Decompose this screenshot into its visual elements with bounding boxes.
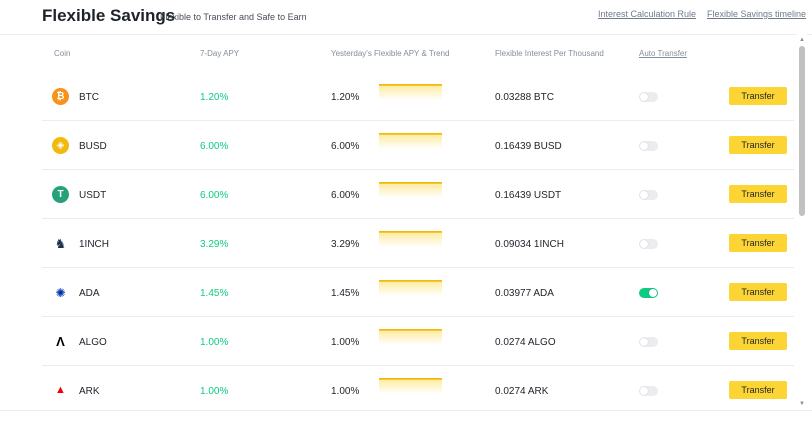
table-row: ◈ BUSD 6.00% 6.00% 0.16439 BUSD Transfer (42, 121, 794, 170)
page-title: Flexible Savings (42, 6, 176, 25)
seven-day-apy: 6.00% (200, 190, 229, 201)
ada-icon: ✺ (52, 284, 69, 301)
algo-icon: Λ (52, 333, 69, 350)
column-header-interest: Flexible Interest Per Thousand (495, 49, 604, 58)
seven-day-apy: 1.45% (200, 288, 229, 299)
auto-transfer-toggle[interactable] (639, 239, 658, 249)
toggle-knob (640, 93, 648, 101)
transfer-button[interactable]: Transfer (729, 381, 787, 399)
auto-transfer-toggle[interactable] (639, 190, 658, 200)
btc-icon: ₿ (52, 88, 69, 105)
interest-per-thousand: 0.09034 1INCH (495, 239, 564, 250)
apy-trend-sparkline (379, 378, 442, 394)
toggle-knob (640, 387, 648, 395)
column-header-coin: Coin (54, 49, 71, 58)
coin-name: USDT (79, 190, 107, 201)
coin-name: BTC (79, 92, 99, 103)
scroll-up-arrow-icon[interactable]: ▲ (799, 37, 805, 43)
interest-per-thousand: 0.03977 ADA (495, 288, 554, 299)
interest-per-thousand: 0.16439 USDT (495, 190, 562, 201)
toggle-knob (640, 338, 648, 346)
auto-transfer-toggle[interactable] (639, 386, 658, 396)
table-row: Λ ALGO 1.00% 1.00% 0.0274 ALGO Transfer (42, 317, 794, 366)
coin-name: ALGO (79, 337, 107, 348)
seven-day-apy: 1.00% (200, 337, 229, 348)
scrollbar-thumb[interactable] (799, 46, 805, 216)
usdt-icon: T (52, 186, 69, 203)
interest-per-thousand: 0.16439 BUSD (495, 141, 562, 152)
column-header-7day-apy: 7-Day APY (200, 49, 240, 58)
seven-day-apy: 1.20% (200, 92, 229, 103)
savings-table: Coin 7-Day APY Yesterday's Flexible APY … (0, 34, 812, 410)
1inch-icon: ♞ (52, 235, 69, 252)
yesterday-apy: 6.00% (331, 141, 360, 152)
column-header-yesterday-apy: Yesterday's Flexible APY & Trend (331, 49, 450, 58)
interest-per-thousand: 0.03288 BTC (495, 92, 554, 103)
transfer-button[interactable]: Transfer (729, 185, 787, 203)
ark-icon: ▲ (52, 382, 69, 399)
coin-name: BUSD (79, 141, 107, 152)
seven-day-apy: 1.00% (200, 386, 229, 397)
scroll-down-arrow-icon[interactable]: ▼ (799, 401, 805, 407)
interest-calculation-rule-link[interactable]: Interest Calculation Rule (598, 9, 697, 19)
auto-transfer-toggle[interactable] (639, 337, 658, 347)
page-subtitle: Flexible to Transfer and Safe to Earn (160, 12, 307, 22)
flexible-savings-timeline-link[interactable]: Flexible Savings timeline (707, 9, 807, 19)
coin-name: ADA (79, 288, 100, 299)
yesterday-apy: 6.00% (331, 190, 360, 201)
yesterday-apy: 1.00% (331, 386, 360, 397)
seven-day-apy: 6.00% (200, 141, 229, 152)
table-header: Coin 7-Day APY Yesterday's Flexible APY … (42, 35, 794, 72)
interest-per-thousand: 0.0274 ALGO (495, 337, 556, 348)
coin-name: 1INCH (79, 239, 110, 250)
table-row: ▲ ARK 1.00% 1.00% 0.0274 ARK Transfer (42, 366, 794, 410)
transfer-button[interactable]: Transfer (729, 136, 787, 154)
toggle-knob (640, 191, 648, 199)
yesterday-apy: 1.00% (331, 337, 360, 348)
apy-trend-sparkline (379, 280, 442, 296)
auto-transfer-toggle[interactable] (639, 92, 658, 102)
table-row: ₿ BTC 1.20% 1.20% 0.03288 BTC Transfer (42, 72, 794, 121)
coin-name: ARK (79, 386, 100, 397)
toggle-knob (649, 289, 657, 297)
column-header-auto-transfer[interactable]: Auto Transfer (639, 49, 688, 58)
toggle-knob (640, 240, 648, 248)
auto-transfer-toggle[interactable] (639, 141, 658, 151)
yesterday-apy: 1.45% (331, 288, 360, 299)
transfer-button[interactable]: Transfer (729, 332, 787, 350)
apy-trend-sparkline (379, 182, 442, 198)
transfer-button[interactable]: Transfer (729, 283, 787, 301)
apy-trend-sparkline (379, 133, 442, 149)
toggle-knob (640, 142, 648, 150)
page-header: Flexible Savings Flexible to Transfer an… (0, 0, 812, 34)
table-row: ✺ ADA 1.45% 1.45% 0.03977 ADA Transfer (42, 268, 794, 317)
transfer-button[interactable]: Transfer (729, 87, 787, 105)
table-row: T USDT 6.00% 6.00% 0.16439 USDT Transfer (42, 170, 794, 219)
apy-trend-sparkline (379, 231, 442, 247)
seven-day-apy: 3.29% (200, 239, 229, 250)
busd-icon: ◈ (52, 137, 69, 154)
transfer-button[interactable]: Transfer (729, 234, 787, 252)
auto-transfer-toggle[interactable] (639, 288, 658, 298)
interest-per-thousand: 0.0274 ARK (495, 386, 549, 397)
table-row: ♞ 1INCH 3.29% 3.29% 0.09034 1INCH Transf… (42, 219, 794, 268)
yesterday-apy: 1.20% (331, 92, 360, 103)
apy-trend-sparkline (379, 329, 442, 345)
vertical-scrollbar[interactable]: ▲ ▼ (797, 34, 807, 410)
yesterday-apy: 3.29% (331, 239, 360, 250)
page-footer (0, 410, 812, 429)
apy-trend-sparkline (379, 84, 442, 100)
